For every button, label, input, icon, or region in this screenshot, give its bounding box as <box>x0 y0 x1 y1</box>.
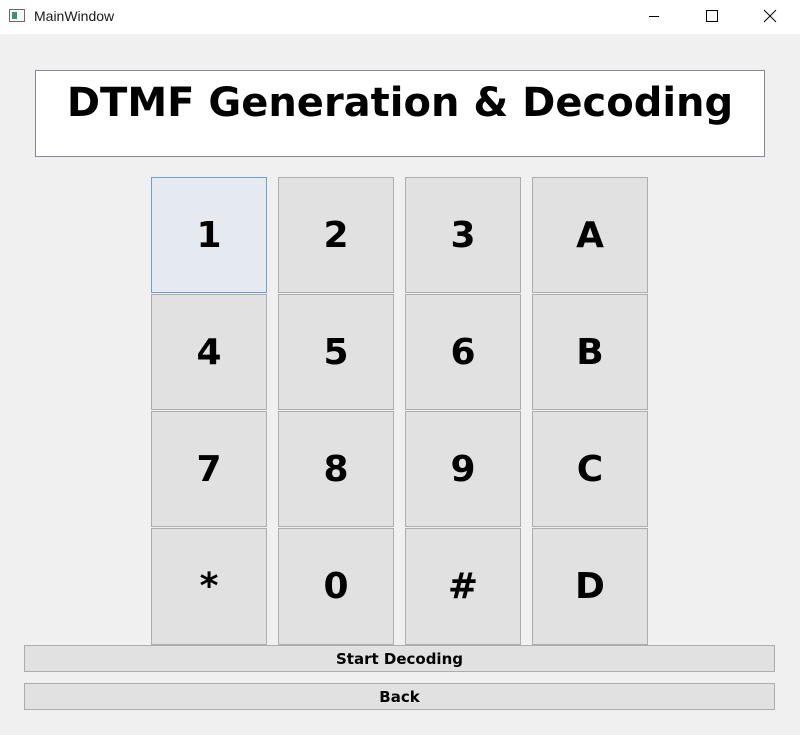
keypad-key-a[interactable]: A <box>532 177 648 293</box>
maximize-icon <box>706 10 718 22</box>
minimize-button[interactable] <box>631 0 677 32</box>
close-button[interactable] <box>747 0 793 32</box>
minimize-icon <box>649 16 659 17</box>
keypad-key-1[interactable]: 1 <box>151 177 267 293</box>
keypad-key-2[interactable]: 2 <box>278 177 394 293</box>
close-icon <box>763 9 777 23</box>
maximize-button[interactable] <box>689 0 735 32</box>
keypad-key-0[interactable]: 0 <box>278 528 394 645</box>
keypad-key-star[interactable]: * <box>151 528 267 645</box>
keypad-key-8[interactable]: 8 <box>278 411 394 527</box>
keypad-key-6[interactable]: 6 <box>405 294 521 410</box>
window-title: MainWindow <box>34 8 115 24</box>
app-window-icon <box>9 9 25 22</box>
header-panel <box>35 70 765 157</box>
keypad-key-7[interactable]: 7 <box>151 411 267 527</box>
keypad-key-b[interactable]: B <box>532 294 648 410</box>
back-button[interactable]: Back <box>24 683 775 710</box>
keypad-key-4[interactable]: 4 <box>151 294 267 410</box>
keypad-key-hash[interactable]: # <box>405 528 521 645</box>
title-bar[interactable]: MainWindow <box>0 0 800 34</box>
page-title: DTMF Generation & Decoding <box>66 80 734 126</box>
start-decoding-button[interactable]: Start Decoding <box>24 645 775 672</box>
keypad-key-c[interactable]: C <box>532 411 648 527</box>
keypad-key-5[interactable]: 5 <box>278 294 394 410</box>
keypad-key-d[interactable]: D <box>532 528 648 645</box>
keypad-key-3[interactable]: 3 <box>405 177 521 293</box>
keypad-key-9[interactable]: 9 <box>405 411 521 527</box>
